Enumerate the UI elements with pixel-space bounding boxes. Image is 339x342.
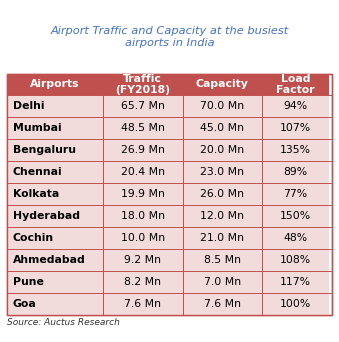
Bar	[262, 95, 329, 117]
Bar	[262, 293, 329, 315]
Bar	[7, 95, 103, 117]
Text: 12.0 Mn: 12.0 Mn	[200, 211, 244, 221]
Text: Ahmedabad: Ahmedabad	[13, 255, 85, 265]
Bar	[262, 249, 329, 271]
Text: 8.2 Mn: 8.2 Mn	[124, 277, 161, 287]
Bar	[7, 117, 103, 139]
Text: Mumbai: Mumbai	[13, 123, 61, 133]
Text: Chennai: Chennai	[13, 167, 62, 177]
Text: 21.0 Mn: 21.0 Mn	[200, 233, 244, 243]
Text: 20.4 Mn: 20.4 Mn	[121, 167, 165, 177]
Text: Pune: Pune	[13, 277, 43, 287]
Bar	[262, 205, 329, 227]
Text: 20.0 Mn: 20.0 Mn	[200, 145, 244, 155]
Text: 135%: 135%	[280, 145, 311, 155]
Bar	[262, 117, 329, 139]
Text: Source: Auctus Research: Source: Auctus Research	[7, 318, 120, 327]
Bar	[262, 183, 329, 205]
Text: Cochin: Cochin	[13, 233, 54, 243]
Bar	[7, 227, 103, 249]
Bar	[182, 183, 262, 205]
Bar	[182, 227, 262, 249]
Bar	[182, 74, 262, 95]
Text: Kolkata: Kolkata	[13, 189, 59, 199]
Text: 8.5 Mn: 8.5 Mn	[204, 255, 241, 265]
Bar	[262, 271, 329, 293]
Bar	[103, 139, 182, 161]
Bar	[7, 205, 103, 227]
Text: 7.6 Mn: 7.6 Mn	[204, 299, 241, 309]
Bar	[7, 74, 103, 95]
Text: 18.0 Mn: 18.0 Mn	[121, 211, 165, 221]
Text: 26.0 Mn: 26.0 Mn	[200, 189, 244, 199]
Bar	[262, 74, 329, 95]
Text: 77%: 77%	[283, 189, 308, 199]
Text: 70.0 Mn: 70.0 Mn	[200, 102, 244, 111]
Bar	[103, 74, 182, 95]
Bar	[182, 161, 262, 183]
Bar	[103, 183, 182, 205]
Bar	[103, 205, 182, 227]
Bar	[7, 293, 103, 315]
Text: 9.2 Mn: 9.2 Mn	[124, 255, 161, 265]
Bar	[7, 161, 103, 183]
Text: 19.9 Mn: 19.9 Mn	[121, 189, 165, 199]
Bar	[103, 161, 182, 183]
Bar	[262, 139, 329, 161]
Text: Goa: Goa	[13, 299, 36, 309]
Bar	[182, 249, 262, 271]
Bar	[103, 293, 182, 315]
Bar	[7, 249, 103, 271]
Text: 150%: 150%	[280, 211, 311, 221]
Text: Load
Factor: Load Factor	[276, 74, 315, 95]
Text: Capacity: Capacity	[196, 79, 249, 90]
Text: Bengaluru: Bengaluru	[13, 145, 76, 155]
Bar	[7, 74, 332, 315]
Bar	[182, 95, 262, 117]
Text: Airports: Airports	[30, 79, 80, 90]
Bar	[103, 95, 182, 117]
Bar	[182, 205, 262, 227]
Bar	[103, 227, 182, 249]
Text: Traffic
(FY2018): Traffic (FY2018)	[115, 74, 170, 95]
Bar	[7, 271, 103, 293]
Bar	[182, 271, 262, 293]
Text: 23.0 Mn: 23.0 Mn	[200, 167, 244, 177]
Text: 107%: 107%	[280, 123, 311, 133]
Text: 48.5 Mn: 48.5 Mn	[121, 123, 165, 133]
Bar	[7, 74, 332, 315]
Text: 100%: 100%	[280, 299, 311, 309]
Text: 108%: 108%	[280, 255, 311, 265]
Bar	[182, 139, 262, 161]
Text: Airport Traffic and Capacity at the busiest
airports in India: Airport Traffic and Capacity at the busi…	[51, 26, 288, 48]
Bar	[7, 183, 103, 205]
Bar	[103, 271, 182, 293]
Bar	[262, 161, 329, 183]
Text: 7.6 Mn: 7.6 Mn	[124, 299, 161, 309]
Bar	[182, 293, 262, 315]
Text: 94%: 94%	[283, 102, 308, 111]
Bar	[103, 249, 182, 271]
Bar	[7, 139, 103, 161]
Text: 26.9 Mn: 26.9 Mn	[121, 145, 165, 155]
Text: 65.7 Mn: 65.7 Mn	[121, 102, 165, 111]
Bar	[262, 227, 329, 249]
Text: 45.0 Mn: 45.0 Mn	[200, 123, 244, 133]
Text: 89%: 89%	[283, 167, 308, 177]
Bar	[103, 117, 182, 139]
Text: 117%: 117%	[280, 277, 311, 287]
Text: 48%: 48%	[283, 233, 308, 243]
Text: Hyderabad: Hyderabad	[13, 211, 80, 221]
Text: 10.0 Mn: 10.0 Mn	[121, 233, 165, 243]
Text: Delhi: Delhi	[13, 102, 44, 111]
Bar	[182, 117, 262, 139]
Text: 7.0 Mn: 7.0 Mn	[204, 277, 241, 287]
